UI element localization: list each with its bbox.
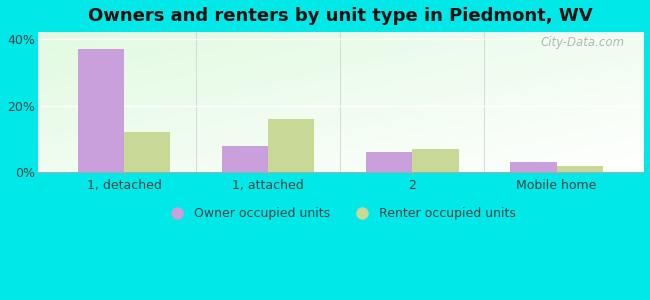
Bar xyxy=(556,166,603,172)
Text: City-Data.com: City-Data.com xyxy=(541,36,625,49)
Bar xyxy=(222,146,268,172)
Legend: Owner occupied units, Renter occupied units: Owner occupied units, Renter occupied un… xyxy=(159,202,521,225)
Bar xyxy=(124,132,170,172)
Bar xyxy=(366,152,412,172)
Bar xyxy=(78,49,124,172)
Bar xyxy=(510,162,556,172)
Bar xyxy=(268,119,315,172)
Bar xyxy=(412,149,458,172)
Title: Owners and renters by unit type in Piedmont, WV: Owners and renters by unit type in Piedm… xyxy=(88,7,593,25)
